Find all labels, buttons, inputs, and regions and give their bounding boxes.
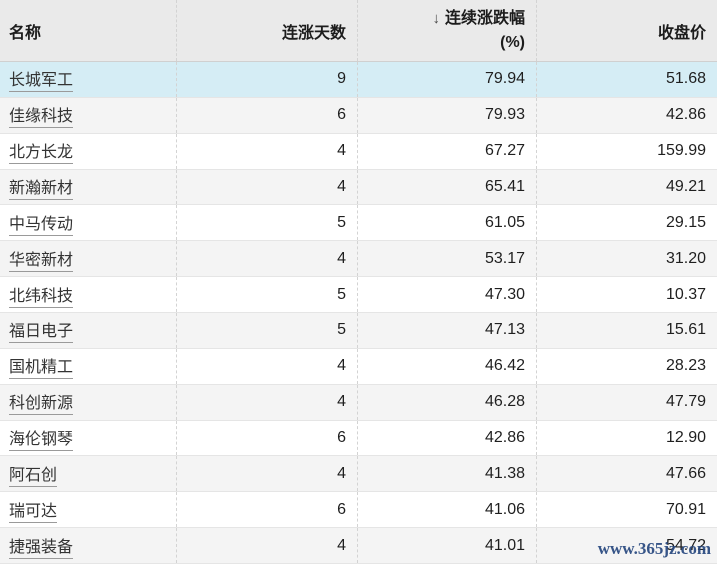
stock-name-cell: 华密新材 <box>0 241 176 276</box>
consecutive-days-cell: 4 <box>176 528 357 564</box>
close-price-cell: 12.90 <box>536 420 717 456</box>
close-price-cell: 31.20 <box>536 241 717 277</box>
table-row[interactable]: 阿石创 4 41.38 47.66 <box>0 456 717 493</box>
close-price-cell: 54.72 <box>536 528 717 564</box>
close-price-cell: 49.21 <box>536 169 717 205</box>
stock-name-cell: 北方长龙 <box>0 134 176 169</box>
close-price-cell: 28.23 <box>536 348 717 384</box>
stock-name-link[interactable]: 北方长龙 <box>9 138 74 165</box>
column-header-change-label: 连续涨跌幅 <box>444 10 525 28</box>
consecutive-change-cell: 65.41 <box>357 169 536 205</box>
table-row[interactable]: 海伦钢琴 6 42.86 12.90 <box>0 420 717 457</box>
stock-name-link[interactable]: 科创新源 <box>9 389 74 416</box>
column-header-consecutive-days[interactable]: 连涨天数 <box>176 0 357 61</box>
stock-name-cell: 北纬科技 <box>0 277 176 312</box>
consecutive-change-cell: 41.01 <box>357 528 536 564</box>
table-row[interactable]: 佳缘科技 6 79.93 42.86 <box>0 97 717 134</box>
stock-name-cell: 瑞可达 <box>0 492 176 527</box>
stock-name-link[interactable]: 新瀚新材 <box>9 174 74 200</box>
consecutive-change-cell: 41.06 <box>357 492 536 528</box>
stock-name-link[interactable]: 国机精工 <box>9 353 74 380</box>
stock-name-link[interactable]: 华密新材 <box>9 246 74 272</box>
table-row[interactable]: 福日电子 5 47.13 15.61 <box>0 313 717 349</box>
table-row[interactable]: 新瀚新材 4 65.41 49.21 <box>0 169 717 206</box>
consecutive-days-cell: 6 <box>176 97 357 133</box>
stock-name-link[interactable]: 海伦钢琴 <box>9 425 74 452</box>
consecutive-days-cell: 4 <box>176 133 357 169</box>
consecutive-change-cell: 79.94 <box>357 62 536 97</box>
sort-descending-icon: ↓ <box>432 10 440 28</box>
consecutive-days-cell: 4 <box>176 384 357 420</box>
consecutive-days-cell: 6 <box>176 420 357 456</box>
consecutive-days-cell: 5 <box>176 313 357 348</box>
close-price-cell: 159.99 <box>536 133 717 169</box>
consecutive-change-cell: 61.05 <box>357 205 536 241</box>
table-row[interactable]: 捷强装备 4 41.01 54.72 <box>0 528 717 564</box>
stock-name-link[interactable]: 瑞可达 <box>9 497 58 523</box>
stock-name-link[interactable]: 阿石创 <box>9 461 58 487</box>
table-header-row: 名称 连涨天数 ↓ 连续涨跌幅 (%) 收盘价 <box>0 0 717 62</box>
table-row[interactable]: 科创新源 4 46.28 47.79 <box>0 384 717 421</box>
stock-name-cell: 捷强装备 <box>0 528 176 563</box>
table-row[interactable]: 北方长龙 4 67.27 159.99 <box>0 133 717 170</box>
stock-name-cell: 科创新源 <box>0 385 176 420</box>
consecutive-change-cell: 79.93 <box>357 97 536 133</box>
consecutive-change-cell: 41.38 <box>357 456 536 492</box>
stock-name-cell: 长城军工 <box>0 62 176 97</box>
close-price-cell: 29.15 <box>536 205 717 241</box>
consecutive-days-cell: 5 <box>176 205 357 241</box>
consecutive-days-cell: 4 <box>176 169 357 205</box>
column-header-change-unit: (%) <box>500 33 525 51</box>
column-header-consecutive-change[interactable]: ↓ 连续涨跌幅 (%) <box>357 0 536 61</box>
consecutive-days-cell: 4 <box>176 456 357 492</box>
consecutive-change-cell: 42.86 <box>357 420 536 456</box>
close-price-cell: 51.68 <box>536 62 717 97</box>
consecutive-change-cell: 47.13 <box>357 313 536 348</box>
stock-name-cell: 阿石创 <box>0 456 176 491</box>
consecutive-change-cell: 53.17 <box>357 241 536 277</box>
stock-name-cell: 新瀚新材 <box>0 170 176 205</box>
stock-name-link[interactable]: 捷强装备 <box>9 533 74 559</box>
stock-name-cell: 佳缘科技 <box>0 98 176 133</box>
stock-name-link[interactable]: 佳缘科技 <box>9 102 74 129</box>
consecutive-days-cell: 9 <box>176 62 357 97</box>
table-row[interactable]: 华密新材 4 53.17 31.20 <box>0 241 717 278</box>
column-header-close-price[interactable]: 收盘价 <box>536 0 717 61</box>
close-price-cell: 70.91 <box>536 492 717 528</box>
close-price-cell: 42.86 <box>536 97 717 133</box>
stock-name-cell: 中马传动 <box>0 205 176 240</box>
stock-name-link[interactable]: 北纬科技 <box>9 282 74 308</box>
table-row[interactable]: 瑞可达 6 41.06 70.91 <box>0 492 717 529</box>
close-price-cell: 47.79 <box>536 384 717 420</box>
stock-name-link[interactable]: 福日电子 <box>9 317 74 344</box>
stock-name-cell: 国机精工 <box>0 349 176 384</box>
stock-name-link[interactable]: 长城军工 <box>9 66 74 93</box>
close-price-cell: 47.66 <box>536 456 717 492</box>
consecutive-change-cell: 47.30 <box>357 277 536 313</box>
consecutive-change-cell: 67.27 <box>357 133 536 169</box>
table-body: 长城军工 9 79.94 51.68 佳缘科技 6 79.93 42.86 北方… <box>0 62 717 564</box>
close-price-cell: 10.37 <box>536 277 717 313</box>
column-header-name[interactable]: 名称 <box>9 24 42 42</box>
consecutive-change-cell: 46.42 <box>357 348 536 384</box>
consecutive-days-cell: 5 <box>176 277 357 313</box>
consecutive-change-cell: 46.28 <box>357 384 536 420</box>
consecutive-days-cell: 4 <box>176 241 357 277</box>
close-price-cell: 15.61 <box>536 313 717 348</box>
stock-name-link[interactable]: 中马传动 <box>9 210 74 236</box>
stock-name-cell: 福日电子 <box>0 313 176 348</box>
table-row[interactable]: 国机精工 4 46.42 28.23 <box>0 348 717 385</box>
table-row[interactable]: 长城军工 9 79.94 51.68 <box>0 62 717 98</box>
consecutive-days-cell: 6 <box>176 492 357 528</box>
table-row[interactable]: 北纬科技 5 47.30 10.37 <box>0 277 717 314</box>
stock-name-cell: 海伦钢琴 <box>0 421 176 456</box>
consecutive-days-cell: 4 <box>176 348 357 384</box>
table-row[interactable]: 中马传动 5 61.05 29.15 <box>0 205 717 242</box>
